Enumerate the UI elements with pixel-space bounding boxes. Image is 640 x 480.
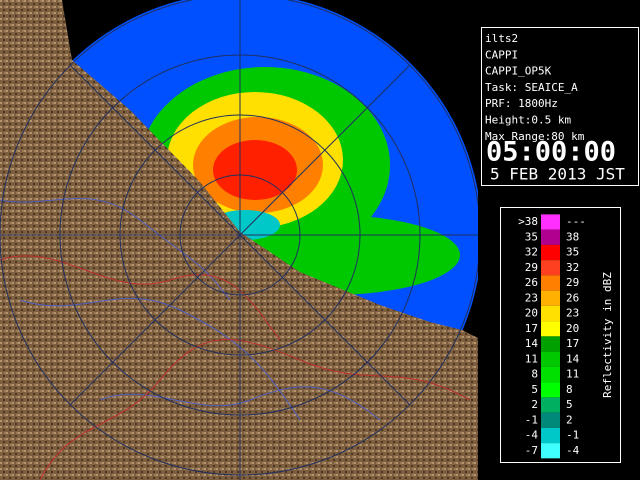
legend-swatch	[541, 214, 560, 230]
legend-high: -4	[566, 444, 580, 457]
info-line: Height:0.5 km	[485, 114, 571, 127]
legend-high: ---	[566, 215, 586, 228]
legend-high: 32	[566, 261, 579, 274]
legend-high: 11	[566, 368, 579, 381]
legend-swatch	[541, 412, 560, 428]
legend-low: >38	[518, 215, 538, 228]
legend-swatch	[541, 305, 560, 322]
echo-red	[213, 140, 297, 200]
legend-low: 26	[525, 276, 538, 289]
info-box	[481, 27, 639, 186]
legend-swatch	[541, 244, 560, 261]
boundaries	[0, 255, 471, 480]
legend-low: 23	[525, 291, 538, 304]
legend-low: 17	[525, 322, 538, 335]
legend-low: -4	[525, 429, 539, 442]
info-line: Max Range:80 km	[485, 130, 585, 143]
info-line: PRF: 1800Hz	[485, 97, 558, 110]
legend-low: 11	[525, 352, 538, 365]
legend-title: Reflectivity in dBZ	[601, 272, 614, 398]
legend: >38 --- 35 38 32 35 29 32 26 29 23 26 20 23 17 20 14 17 11…	[518, 214, 586, 459]
date: 5 FEB 2013 JST	[490, 165, 625, 184]
legend-high: 23	[566, 307, 579, 320]
legend-low: 14	[525, 337, 539, 350]
legend-swatch	[541, 366, 560, 383]
legend-high: 35	[566, 246, 579, 259]
legend-low: -1	[525, 413, 538, 426]
legend-high: 2	[566, 413, 573, 426]
rivers	[0, 198, 381, 421]
legend-high: 14	[566, 352, 580, 365]
info-line: CAPPI_OP5K	[485, 65, 552, 78]
legend-swatch	[541, 336, 560, 352]
legend-high: 20	[566, 322, 579, 335]
legend-swatch	[541, 229, 560, 245]
legend-swatch	[541, 351, 560, 367]
legend-high: 5	[566, 398, 573, 411]
legend-box	[500, 207, 621, 463]
legend-swatch	[541, 427, 560, 444]
legend-swatch	[541, 321, 560, 337]
legend-high: 8	[566, 383, 573, 396]
legend-low: 35	[525, 230, 538, 243]
legend-swatch	[541, 275, 560, 291]
legend-high: 17	[566, 337, 579, 350]
legend-high: -1	[566, 429, 579, 442]
info-line: Task: SEAICE_A	[485, 81, 578, 94]
time: 05:00:00	[486, 137, 616, 168]
info-text: ilts2 CAPPI CAPPI_OP5K Task: SEAICE_A PRF: 1…	[485, 32, 585, 143]
legend-low: 32	[525, 246, 538, 259]
legend-high: 26	[566, 291, 579, 304]
land	[0, 0, 478, 480]
legend-low: 5	[531, 383, 538, 396]
legend-low: 2	[531, 398, 538, 411]
info-line: ilts2	[485, 32, 518, 45]
legend-low: 20	[525, 307, 538, 320]
legend-swatch	[541, 397, 560, 413]
legend-low: 29	[525, 261, 538, 274]
legend-low: -7	[525, 444, 538, 457]
legend-swatch	[541, 443, 560, 459]
range-rings	[0, 0, 478, 480]
info-line: CAPPI	[485, 48, 518, 61]
legend-swatch	[541, 290, 560, 306]
legend-swatch	[541, 382, 560, 398]
legend-high: 38	[566, 230, 579, 243]
legend-high: 29	[566, 276, 579, 289]
legend-swatch	[541, 260, 560, 276]
legend-low: 8	[531, 368, 538, 381]
radar-map	[0, 0, 478, 480]
